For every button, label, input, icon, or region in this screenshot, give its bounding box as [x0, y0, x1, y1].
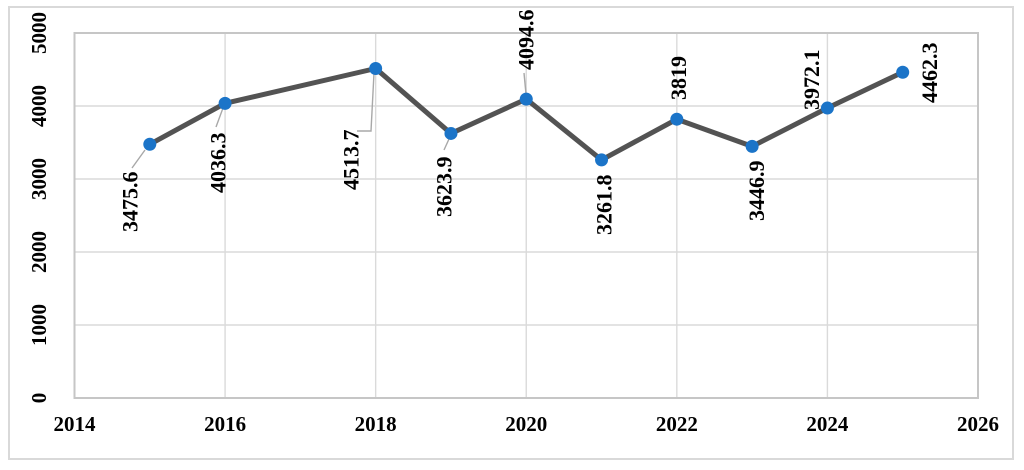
- data-label: 3446.9: [744, 161, 769, 222]
- chart-frame: 3475.6 4036.3 4513.7 3623.9 4094.6 3261.8 3819…: [8, 6, 1014, 460]
- data-point-marker: [896, 65, 910, 79]
- y-tick-label: 4000: [27, 85, 51, 127]
- data-label: 3261.8: [592, 175, 617, 236]
- data-label: 4036.3: [206, 133, 231, 194]
- data-label: 3623.9: [432, 157, 457, 218]
- data-point-marker: [670, 112, 684, 126]
- data-point-marker: [519, 92, 533, 106]
- x-tick-label: 2014: [54, 412, 97, 436]
- plot-border: [73, 32, 979, 399]
- data-label: 3972.1: [799, 50, 824, 111]
- data-point-marker: [820, 101, 834, 115]
- data-label-leader-line: [443, 138, 450, 151]
- y-tick-label: 0: [27, 393, 51, 404]
- x-tick-label: 2022: [656, 412, 698, 436]
- data-point-marker: [218, 96, 232, 110]
- y-tick-label: 1000: [27, 304, 51, 346]
- data-point-marker: [595, 153, 609, 167]
- x-tick-label: 2016: [204, 412, 246, 436]
- data-point-marker: [444, 126, 458, 140]
- x-tick-label: 2020: [505, 412, 547, 436]
- data-label: 4094.6: [514, 10, 539, 71]
- data-label-leader-line: [357, 72, 375, 132]
- data-label-leader-line: [131, 149, 146, 169]
- data-label-leader-line: [215, 107, 224, 128]
- data-point-marker: [745, 139, 759, 153]
- data-point-marker: [369, 61, 383, 75]
- y-tick-label: 5000: [27, 12, 51, 54]
- y-tick-label: 2000: [27, 231, 51, 273]
- data-label: 4513.7: [339, 130, 364, 191]
- data-point-marker: [143, 137, 157, 151]
- data-label: 3475.6: [118, 172, 143, 233]
- data-label: 4462.3: [917, 43, 942, 104]
- data-label: 3819: [666, 56, 691, 100]
- series-line: [147, 65, 906, 163]
- y-tick-label: 3000: [27, 158, 51, 200]
- x-tick-label: 2018: [355, 412, 397, 436]
- line-chart: 3475.6 4036.3 4513.7 3623.9 4094.6 3261.8 3819…: [27, 10, 999, 437]
- x-tick-label: 2026: [957, 412, 999, 436]
- x-tick-label: 2024: [806, 412, 849, 436]
- data-label-leader-line: [523, 72, 527, 95]
